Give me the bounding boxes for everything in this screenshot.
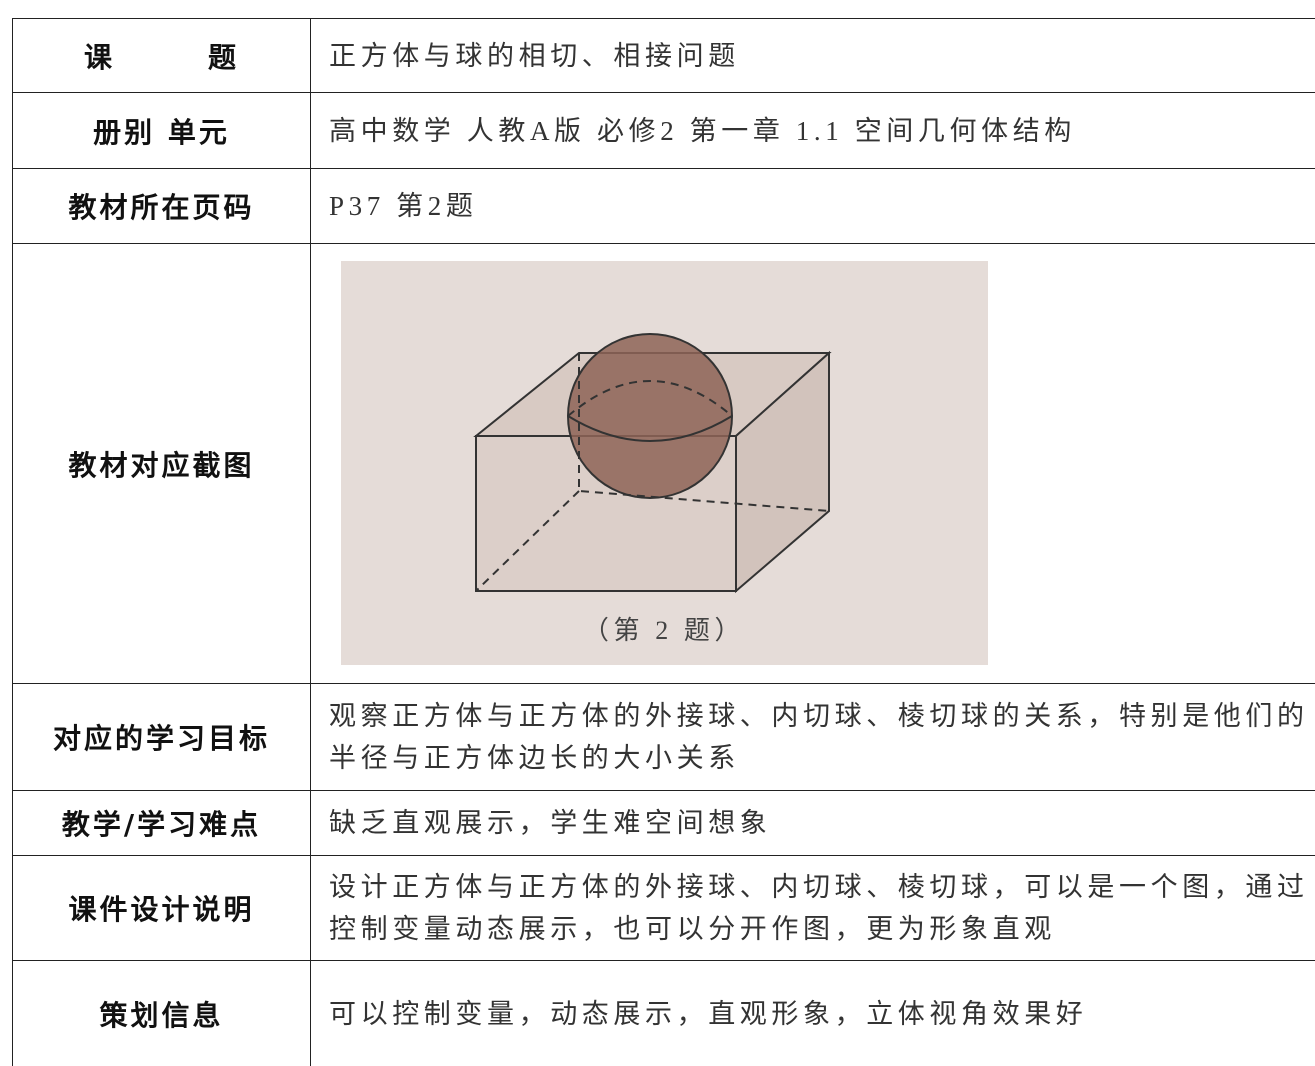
content-line: 半径与正方体边长的大小关系 [329, 743, 740, 773]
row-label: 教学/学习难点 [13, 791, 311, 855]
content-line: 设计正方体与正方体的外接球、内切球、棱切球，可以是一个图，通过 [329, 872, 1309, 902]
row-content: 可以控制变量，动态展示，直观形象，立体视角效果好 [329, 961, 1315, 1066]
row-content: 缺乏直观展示，学生难空间想象 [329, 791, 1315, 855]
content-line: 可以控制变量，动态展示，直观形象，立体视角效果好 [329, 998, 1088, 1029]
table-row: 教材所在页码 P37 第2题 [12, 168, 1315, 243]
table-row: 课件设计说明 设计正方体与正方体的外接球、内切球、棱切球，可以是一个图，通过 控制变… [12, 855, 1315, 960]
content-line: 控制变量动态展示，也可以分开作图，更为形象直观 [329, 914, 1056, 944]
box-side [735, 350, 830, 594]
table-row: 课 题正方体与球的相切、相接问题 [12, 18, 1315, 92]
row-content: 高中数学 人教A版 必修2 第一章 1.1 空间几何体结构 [329, 93, 1315, 168]
content-line: 观察正方体与正方体的外接球、内切球、棱切球的关系，特别是他们的 [329, 701, 1309, 731]
row-label: 册别 单元 [13, 93, 311, 168]
hidden-edges [578, 353, 830, 512]
row-content: （第 2 题） [329, 244, 1315, 683]
row-label: 课件设计说明 [13, 856, 311, 960]
row-content: 正方体与球的相切、相接问题 [329, 19, 1315, 92]
table-row: 教材对应截图 （第 2 题） [12, 243, 1315, 683]
row-label: 教材所在页码 [13, 169, 311, 243]
table-row: 策划信息 可以控制变量，动态展示，直观形象，立体视角效果好 [12, 960, 1315, 1066]
row-content: 观察正方体与正方体的外接球、内切球、棱切球的关系，特别是他们的 半径与正方体边长的… [329, 684, 1315, 790]
row-label: 教材对应截图 [13, 244, 311, 683]
sphere-equator [567, 415, 733, 442]
row-label: 对应的学习目标 [13, 684, 311, 790]
sphere-equator-hidden [567, 380, 733, 417]
row-content: 设计正方体与正方体的外接球、内切球、棱切球，可以是一个图，通过 控制变量动态展示，… [329, 856, 1315, 960]
table-row: 对应的学习目标 观察正方体与正方体的外接球、内切球、棱切球的关系，特别是他们的 半径… [12, 683, 1315, 790]
figure-caption: （第 2 题） [583, 616, 745, 645]
content-line: 正方体与球的相切、相接问题 [329, 40, 740, 71]
table-row: 册别 单元 高中数学 人教A版 必修2 第一章 1.1 空间几何体结构 [12, 92, 1315, 168]
content-line: P37 第2题 [329, 191, 478, 221]
table-row: 教学/学习难点 缺乏直观展示，学生难空间想象 [12, 790, 1315, 855]
row-label: 策划信息 [13, 961, 311, 1066]
row-content: P37 第2题 [329, 169, 1315, 243]
row-label: 课 题 [13, 19, 311, 92]
sphere [567, 333, 733, 499]
content-line: 缺乏直观展示，学生难空间想象 [329, 808, 772, 838]
hidden-edge [475, 490, 580, 592]
content-line: 高中数学 人教A版 必修2 第一章 1.1 空间几何体结构 [329, 115, 1076, 146]
textbook-figure: （第 2 题） [341, 261, 988, 665]
